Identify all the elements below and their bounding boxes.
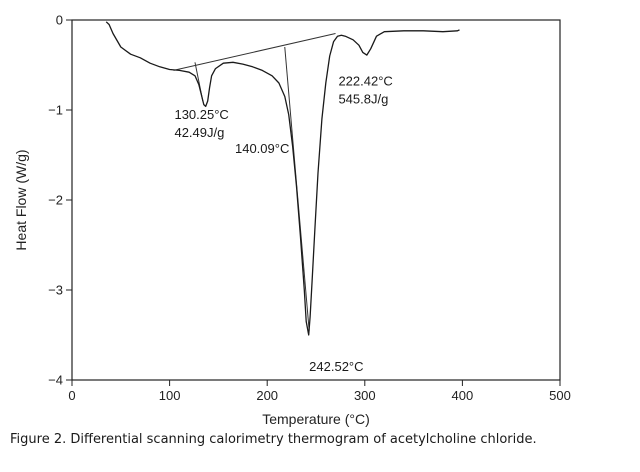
- x-axis-label: Temperature (°C): [262, 411, 370, 427]
- peak-annotations: 130.25°C 42.49J/g 140.09°C 222.42°C 545.8J/g…: [174, 74, 392, 374]
- y-tick-label: −3: [48, 283, 63, 298]
- x-tick-label: 0: [68, 388, 75, 403]
- y-tick-label: −2: [48, 193, 63, 208]
- x-tick-label: 400: [452, 388, 474, 403]
- peak-annotation: 222.42°C 545.8J/g: [338, 74, 392, 107]
- peak-annotation: 130.25°C 42.49J/g: [174, 107, 228, 140]
- y-tick-label: −4: [48, 373, 63, 388]
- peak-annotation: 242.52°C: [309, 359, 363, 374]
- y-tick-label: −1: [48, 103, 63, 118]
- tick-labels: 0 100 200 300 400 500 0 −1 −2 −3 −4: [48, 13, 571, 404]
- y-tick-label: 0: [56, 13, 63, 28]
- x-tick-label: 300: [354, 388, 376, 403]
- heat-flow-curve: [105, 21, 460, 336]
- baseline-tangent: [173, 33, 336, 71]
- y-axis-label: Heat Flow (W/g): [13, 149, 29, 250]
- x-tick-label: 200: [256, 388, 278, 403]
- x-tick-label: 500: [549, 388, 571, 403]
- x-tick-label: 100: [159, 388, 181, 403]
- dsc-thermogram-chart: 0 100 200 300 400 500 0 −1 −2 −3 −4 130.25°C 42.49J…: [13, 13, 571, 428]
- heat-flow-line: [105, 21, 460, 336]
- axis-ticks: [66, 19, 561, 386]
- figure-caption: Figure 2. Differential scanning calorime…: [10, 432, 537, 447]
- peak-annotation: 140.09°C: [235, 141, 289, 156]
